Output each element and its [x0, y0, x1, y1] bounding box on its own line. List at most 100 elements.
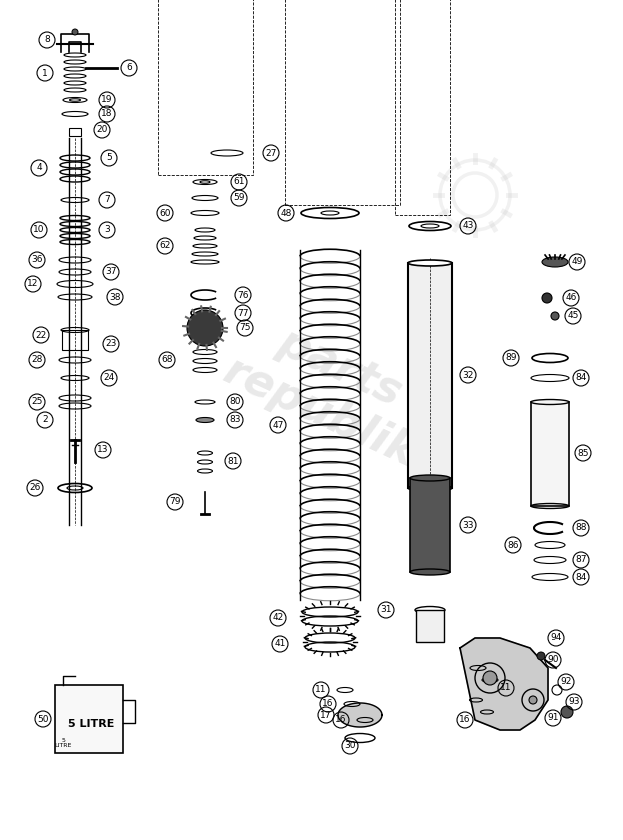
Text: 16: 16	[335, 716, 347, 724]
Text: 92: 92	[560, 678, 572, 686]
Text: 16: 16	[459, 716, 471, 724]
Ellipse shape	[531, 400, 569, 405]
Circle shape	[537, 652, 545, 660]
Text: 43: 43	[462, 222, 473, 230]
Text: 81: 81	[227, 456, 239, 465]
Text: 18: 18	[102, 109, 113, 118]
Bar	[410, 478, 450, 572]
Text: 36: 36	[31, 255, 43, 265]
Bar	[408, 263, 452, 488]
Ellipse shape	[321, 211, 339, 215]
Text: 91: 91	[547, 713, 559, 722]
Text: 90: 90	[547, 655, 559, 664]
Text: 6: 6	[126, 64, 132, 72]
Text: 50: 50	[37, 715, 49, 723]
Bar	[158, 0, 253, 175]
Text: 42: 42	[272, 613, 283, 622]
Text: 38: 38	[109, 292, 121, 302]
Text: 7: 7	[104, 196, 110, 204]
Text: 11: 11	[315, 685, 326, 695]
Text: 31: 31	[380, 606, 392, 615]
Circle shape	[551, 312, 559, 320]
Ellipse shape	[409, 222, 451, 230]
Text: 76: 76	[237, 291, 249, 300]
Ellipse shape	[70, 99, 80, 102]
Ellipse shape	[193, 180, 217, 185]
Ellipse shape	[410, 569, 450, 575]
Text: 85: 85	[578, 449, 589, 458]
Text: 37: 37	[105, 267, 117, 276]
Text: 5
LITRE: 5 LITRE	[54, 738, 72, 748]
Circle shape	[529, 696, 537, 704]
Circle shape	[542, 293, 552, 303]
Text: 10: 10	[33, 225, 45, 234]
Text: 84: 84	[575, 573, 587, 581]
Ellipse shape	[532, 354, 568, 363]
Polygon shape	[338, 703, 382, 727]
Text: 45: 45	[568, 312, 579, 321]
Circle shape	[483, 671, 497, 685]
Text: 12: 12	[27, 280, 39, 288]
Ellipse shape	[200, 181, 210, 183]
Text: 20: 20	[97, 125, 108, 134]
Text: 87: 87	[575, 555, 587, 564]
Text: 62: 62	[159, 242, 171, 250]
Text: 5: 5	[106, 154, 112, 162]
Text: 94: 94	[550, 633, 562, 643]
Text: 88: 88	[575, 523, 587, 533]
Ellipse shape	[410, 475, 450, 481]
Text: 1: 1	[42, 69, 48, 77]
Ellipse shape	[408, 260, 452, 266]
Text: 4: 4	[36, 164, 42, 172]
Text: 13: 13	[97, 445, 109, 454]
Text: 41: 41	[274, 639, 286, 648]
Text: 77: 77	[237, 308, 249, 318]
Text: 89: 89	[505, 354, 516, 363]
Text: 19: 19	[102, 96, 113, 104]
Ellipse shape	[63, 97, 87, 102]
Text: 48: 48	[280, 208, 292, 218]
Ellipse shape	[542, 257, 568, 267]
Text: 49: 49	[571, 258, 583, 266]
Polygon shape	[460, 638, 548, 730]
Text: 26: 26	[29, 484, 40, 492]
Text: 3: 3	[104, 225, 110, 234]
Bar	[62, 330, 88, 350]
Text: 25: 25	[31, 397, 43, 407]
Text: 16: 16	[322, 700, 334, 708]
Text: 84: 84	[575, 374, 587, 382]
Text: 68: 68	[161, 355, 173, 365]
Circle shape	[187, 310, 223, 346]
Text: 83: 83	[229, 416, 240, 424]
Text: 47: 47	[272, 421, 283, 429]
Text: parts
republik: parts republik	[216, 304, 444, 476]
Text: 28: 28	[31, 355, 43, 365]
Circle shape	[561, 706, 573, 718]
Text: 60: 60	[159, 208, 171, 218]
Bar	[69, 128, 81, 136]
Ellipse shape	[421, 224, 439, 228]
Text: 2: 2	[42, 416, 48, 424]
Text: 11: 11	[500, 684, 511, 692]
Text: 27: 27	[265, 149, 277, 157]
Circle shape	[72, 29, 78, 35]
Text: 17: 17	[320, 711, 332, 720]
Text: 33: 33	[462, 521, 473, 529]
Text: 24: 24	[103, 374, 115, 382]
Text: 59: 59	[233, 193, 245, 202]
Text: 86: 86	[507, 540, 519, 549]
Bar	[531, 402, 569, 506]
Bar	[395, 0, 450, 215]
Ellipse shape	[301, 207, 359, 218]
Text: 22: 22	[36, 330, 47, 339]
Text: 32: 32	[462, 370, 473, 380]
Bar	[416, 610, 444, 642]
Text: 23: 23	[105, 339, 117, 349]
Text: 93: 93	[568, 697, 580, 706]
Text: 80: 80	[229, 397, 240, 407]
Text: 79: 79	[169, 497, 181, 507]
Text: 5 LITRE: 5 LITRE	[68, 719, 114, 729]
Text: 61: 61	[233, 177, 245, 186]
Ellipse shape	[196, 417, 214, 423]
Text: 8: 8	[44, 35, 50, 45]
